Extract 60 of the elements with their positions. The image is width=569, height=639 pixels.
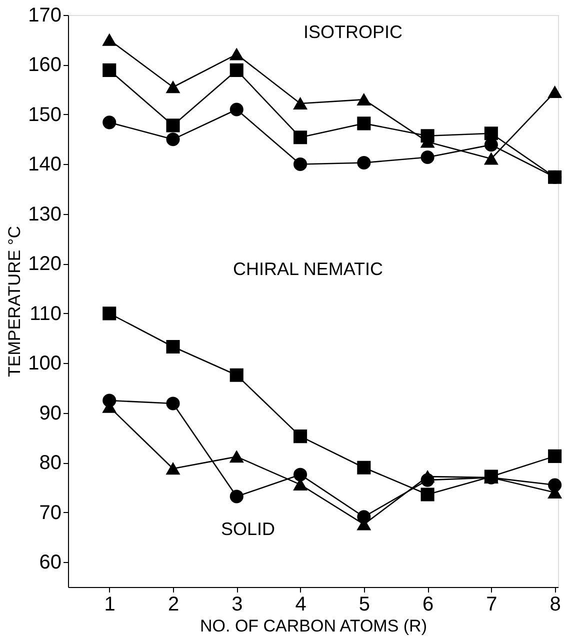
point	[420, 470, 434, 483]
x-tick-label: 1	[104, 594, 116, 616]
y-tick-label: 80	[39, 452, 62, 474]
y-tick-label: 170	[28, 4, 62, 26]
y-tick-label: 120	[28, 253, 62, 276]
y-tick-label: 150	[28, 104, 62, 126]
point	[230, 450, 244, 463]
point	[294, 430, 308, 444]
point	[230, 102, 244, 116]
x-tick-label: 2	[168, 594, 180, 616]
point	[166, 462, 180, 475]
point	[230, 63, 244, 77]
point	[166, 396, 180, 410]
point	[102, 116, 116, 130]
point	[230, 490, 244, 504]
y-tick-label: 70	[39, 502, 62, 524]
y-tick-label: 130	[28, 203, 62, 226]
point	[484, 126, 498, 140]
x-tick-label: 7	[486, 594, 498, 616]
point	[294, 98, 308, 110]
point	[548, 170, 562, 184]
point	[102, 306, 116, 320]
point	[230, 48, 244, 60]
y-tick-label: 60	[39, 552, 62, 574]
point	[357, 156, 371, 170]
point	[484, 138, 498, 152]
y-axis-title: TEMPERATURE °C	[5, 226, 24, 377]
point	[420, 150, 434, 164]
point	[420, 488, 434, 502]
point	[420, 129, 434, 143]
point	[230, 368, 244, 382]
point	[357, 94, 371, 106]
point	[484, 152, 498, 165]
point	[357, 460, 371, 474]
point	[166, 81, 180, 94]
x-tick-label: 5	[358, 594, 370, 616]
point	[166, 118, 180, 132]
point	[294, 468, 308, 482]
x-axis-title: NO. OF CARBON ATOMS (R)	[200, 616, 427, 636]
point	[166, 132, 180, 146]
x-tick-label: 8	[550, 594, 561, 616]
y-tick-label: 140	[28, 154, 62, 176]
point	[294, 130, 308, 144]
point	[102, 63, 116, 77]
y-tick-label: 90	[39, 402, 62, 424]
annotation: SOLID	[220, 519, 276, 539]
x-tick-label: 3	[232, 594, 243, 616]
y-tick-label: 110	[30, 302, 62, 325]
point	[357, 116, 371, 130]
point	[294, 157, 308, 171]
annotation: CHIRAL NEMATIC	[232, 259, 384, 279]
y-tick-label: 160	[28, 54, 62, 76]
point	[166, 340, 180, 354]
y-tick-label: 100	[28, 352, 62, 375]
annotation: ISOTROPIC	[303, 22, 403, 42]
point	[548, 449, 562, 463]
x-tick-label: 4	[295, 594, 306, 616]
point	[102, 34, 116, 46]
point	[548, 86, 562, 98]
x-tick-label: 6	[422, 594, 434, 616]
